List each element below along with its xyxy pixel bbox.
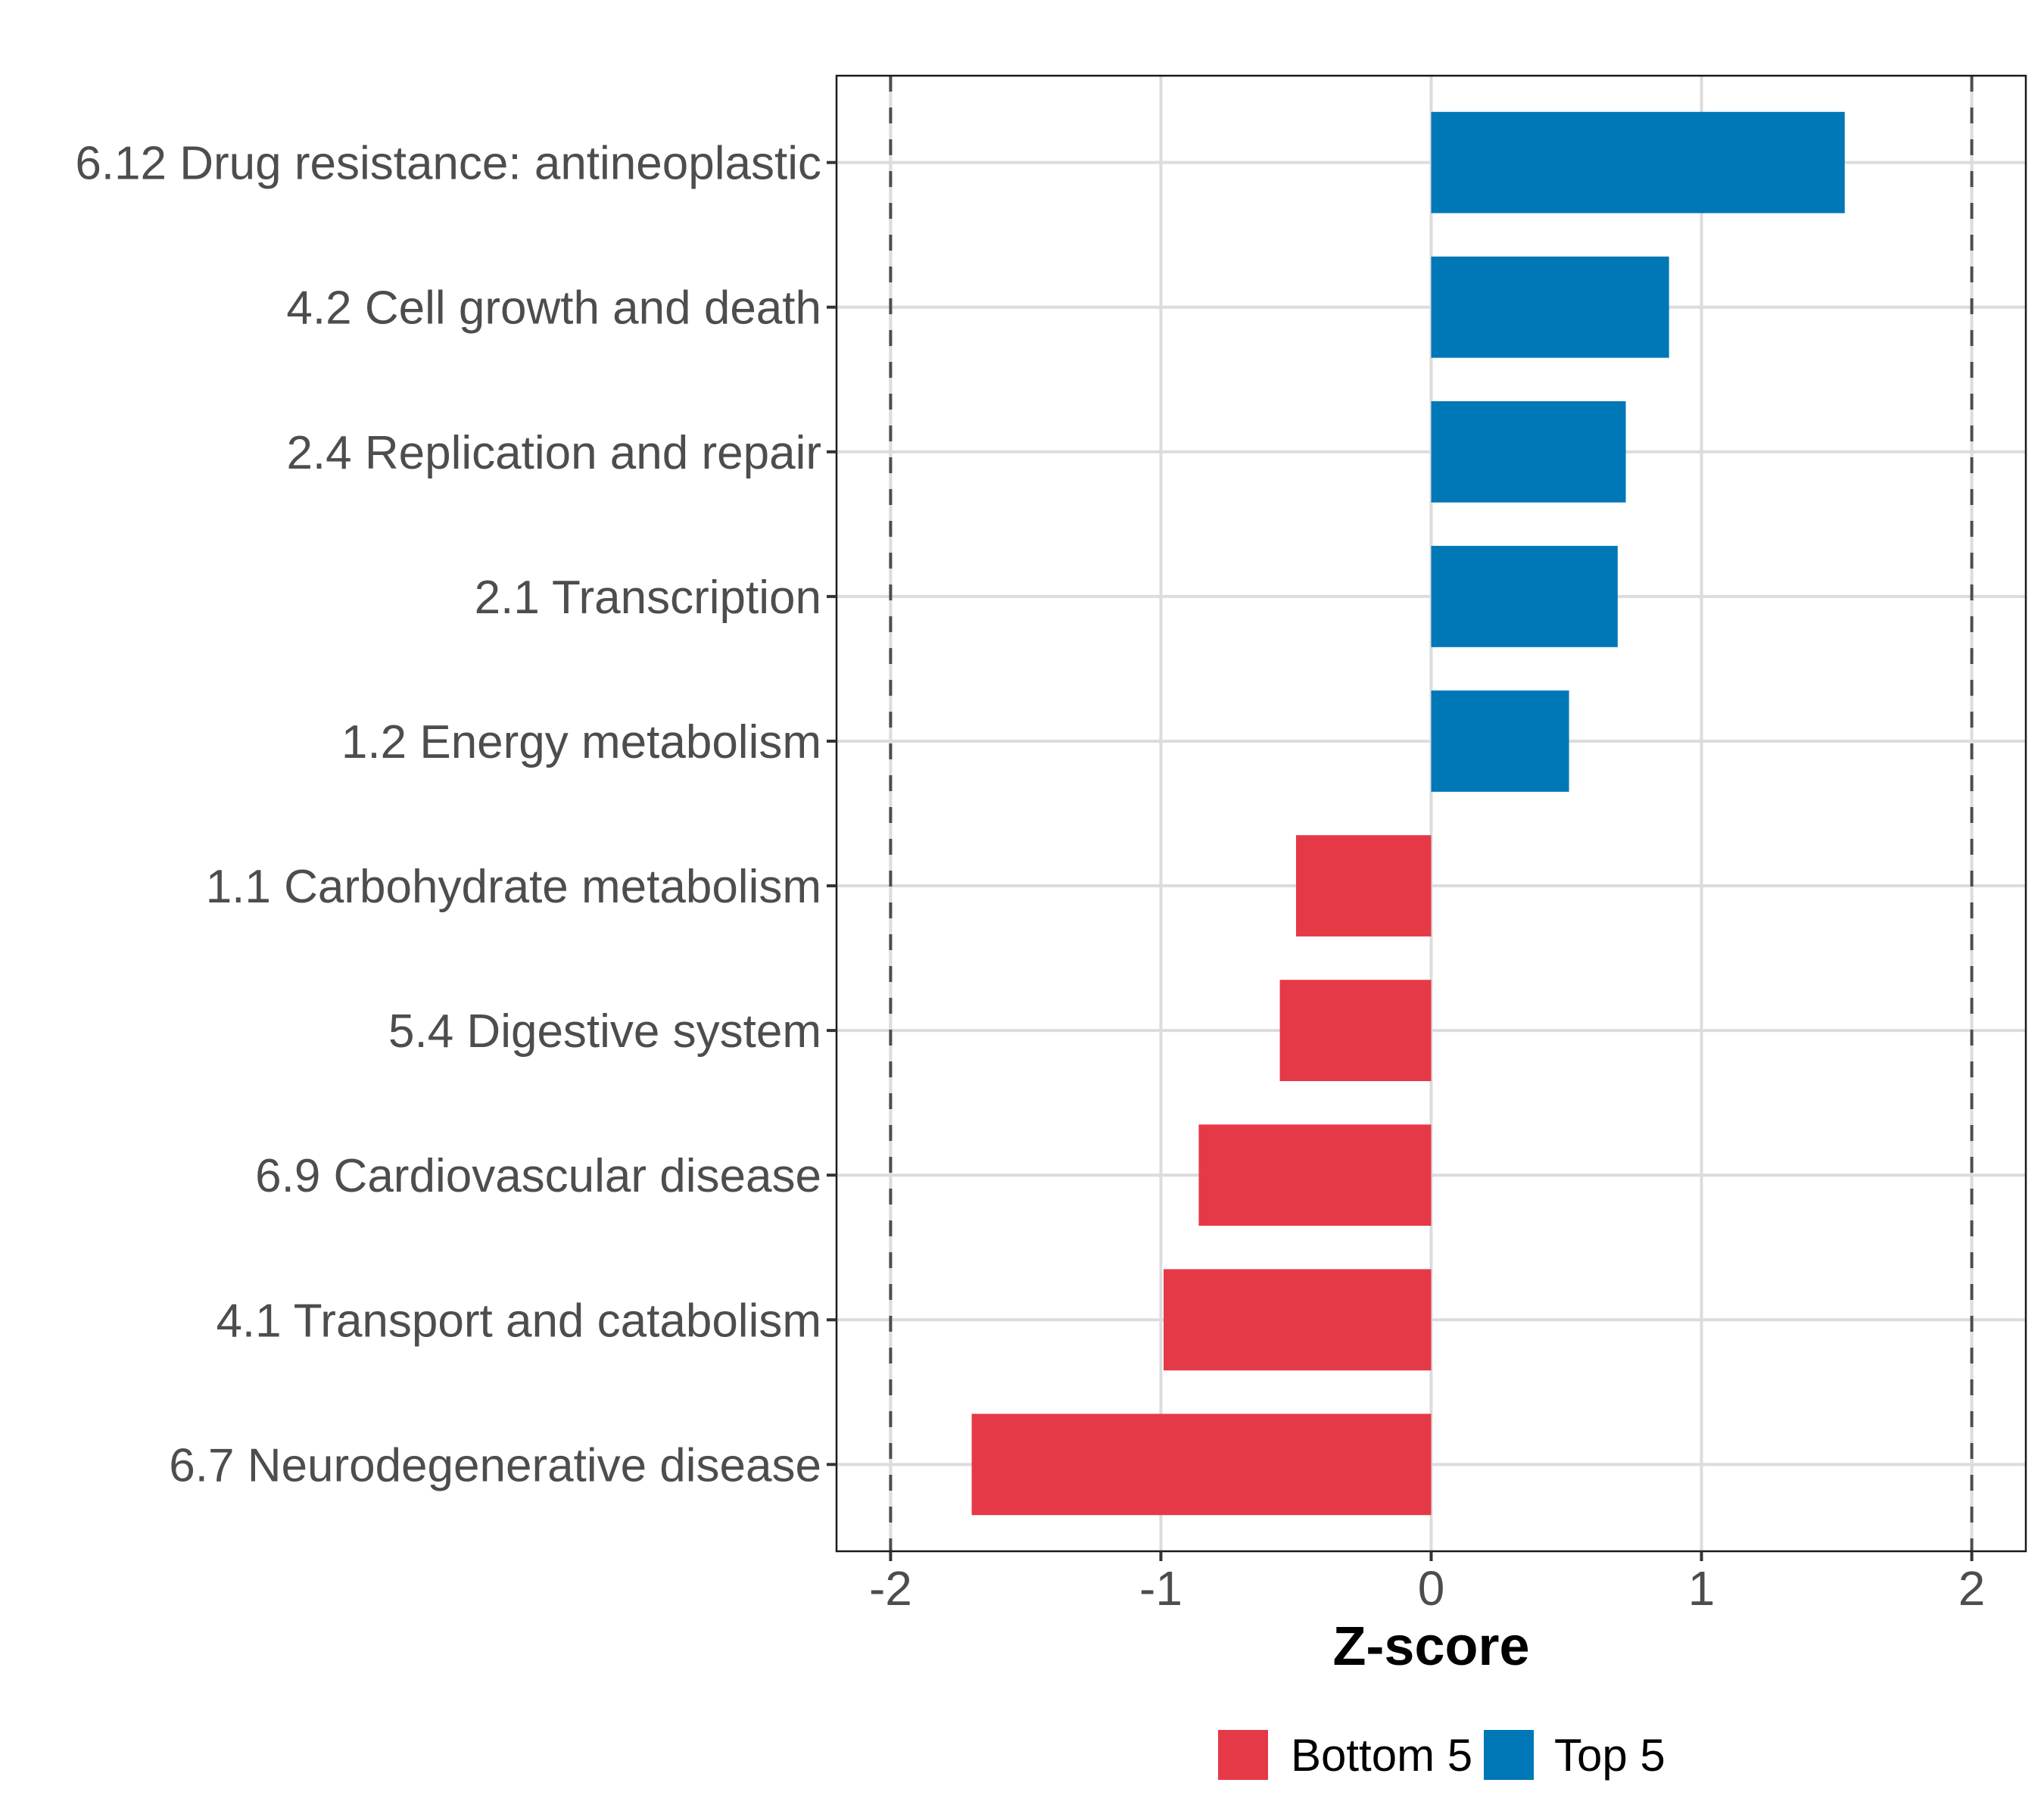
bar bbox=[1295, 835, 1432, 937]
bar bbox=[1279, 980, 1432, 1081]
x-tick-label: -2 bbox=[869, 1561, 912, 1616]
y-tick-label: 4.1 Transport and catabolism bbox=[216, 1295, 821, 1347]
x-axis-title: Z-score bbox=[1332, 1616, 1529, 1677]
bar bbox=[1164, 1269, 1432, 1371]
y-tick-label: 1.1 Carbohydrate metabolism bbox=[206, 861, 821, 913]
legend: Bottom 5 Top 5 bbox=[1218, 1730, 1665, 1781]
x-tick-label: 1 bbox=[1688, 1561, 1715, 1616]
bar bbox=[1431, 690, 1569, 792]
legend-key-bottom5 bbox=[1218, 1730, 1268, 1780]
legend-label-top5: Top 5 bbox=[1554, 1730, 1665, 1781]
legend-label-bottom5: Bottom 5 bbox=[1291, 1730, 1472, 1781]
y-tick-label: 6.9 Cardiovascular disease bbox=[255, 1150, 821, 1202]
reference-lines bbox=[889, 76, 1974, 1551]
y-tick-label: 2.1 Transcription bbox=[475, 572, 821, 624]
bars-layer bbox=[971, 111, 1845, 1516]
bar bbox=[1198, 1124, 1432, 1226]
y-tick-label: 6.7 Neurodegenerative disease bbox=[169, 1439, 821, 1491]
bar bbox=[971, 1413, 1432, 1516]
x-tick-label: 0 bbox=[1418, 1561, 1445, 1616]
bar bbox=[1431, 111, 1845, 213]
y-tick-label: 1.2 Energy metabolism bbox=[341, 716, 821, 768]
legend-key-top5 bbox=[1484, 1730, 1534, 1780]
y-axis: 6.12 Drug resistance: antineoplastic 4.2 … bbox=[75, 138, 837, 1491]
x-tick-label: -1 bbox=[1139, 1561, 1182, 1616]
x-tick-label: 2 bbox=[1958, 1561, 1986, 1616]
bar bbox=[1431, 400, 1626, 503]
y-tick-label: 4.2 Cell growth and death bbox=[286, 282, 821, 335]
x-axis: -2 -1 0 1 2 bbox=[869, 1551, 1985, 1616]
bar bbox=[1431, 546, 1618, 647]
bar bbox=[1431, 256, 1669, 358]
y-tick-label: 6.12 Drug resistance: antineoplastic bbox=[75, 138, 821, 190]
y-tick-label: 2.4 Replication and repair bbox=[286, 427, 821, 479]
y-tick-label: 5.4 Digestive system bbox=[388, 1005, 821, 1058]
